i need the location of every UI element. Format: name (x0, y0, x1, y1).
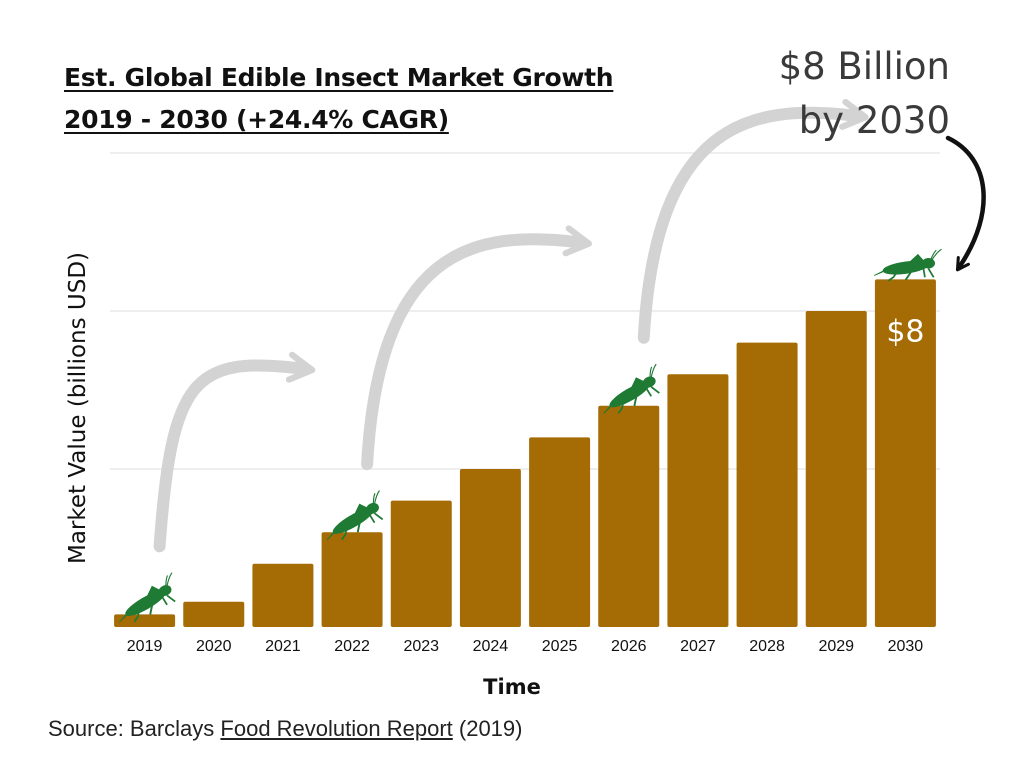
bar-2030 (874, 279, 936, 627)
source-suffix: (2019) (452, 716, 523, 741)
x-tick-label: 2023 (403, 638, 439, 655)
x-tick-label: 2019 (127, 638, 163, 655)
growth-arrow (361, 225, 592, 471)
x-axis-label: Time (483, 675, 541, 699)
x-tick-label: 2030 (888, 638, 924, 655)
x-tick-label: 2026 (611, 638, 647, 655)
bar-2026 (598, 405, 660, 627)
bar-2019 (114, 614, 176, 627)
growth-arrow (153, 351, 316, 553)
chart-title: Est. Global Edible Insect Market Growth … (64, 57, 614, 141)
callout-line-1: $8 Billion (778, 45, 950, 88)
growth-arrow (637, 98, 869, 344)
x-tick-label: 2024 (473, 638, 509, 655)
x-tick-label: 2027 (680, 638, 716, 655)
bar-2021 (252, 563, 314, 627)
source-note: Source: Barclays Food Revolution Report … (48, 716, 522, 742)
bar-2024 (459, 469, 521, 627)
callout-arrow (945, 135, 986, 272)
bar-2027 (667, 374, 729, 627)
callout-text: $8 Billion by 2030 (779, 40, 950, 148)
y-axis-label: Market Value (billions USD) (65, 252, 91, 564)
source-prefix: Source: Barclays (48, 716, 221, 741)
x-tick-label: 2025 (542, 638, 578, 655)
x-tick-label: 2020 (196, 638, 232, 655)
title-line-2: 2019 - 2030 (+24.4% CAGR) (64, 105, 449, 134)
bar-2023 (390, 500, 452, 627)
source-link[interactable]: Food Revolution Report (220, 716, 453, 741)
bar-2025 (529, 437, 591, 627)
x-tick-label: 2029 (818, 638, 854, 655)
title-line-1: Est. Global Edible Insect Market Growth (64, 63, 614, 92)
bar-2028 (736, 342, 798, 627)
x-tick-label: 2021 (265, 638, 301, 655)
gridlines (110, 152, 940, 470)
bars (114, 279, 936, 627)
bar-2022 (321, 532, 383, 627)
bar-2029 (805, 311, 867, 627)
data-label-2030: $8 (886, 314, 924, 349)
x-tick-labels: 2019 2020 2021 2022 2023 2024 2025 2026 2027 2028… (127, 314, 925, 655)
x-tick-label: 2022 (334, 638, 370, 655)
growth-arrows (153, 98, 869, 553)
cricket-icon (873, 248, 943, 282)
x-tick-label: 2028 (749, 638, 785, 655)
callout-line-2: by 2030 (798, 99, 950, 142)
bar-2020 (183, 601, 245, 627)
